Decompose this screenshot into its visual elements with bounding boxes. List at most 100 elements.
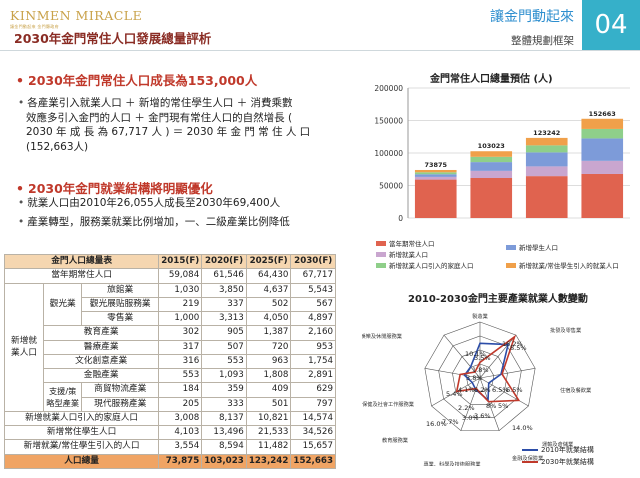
legend-label: 當年期常住人口 — [389, 240, 435, 248]
radar-value-label: 3.0% — [462, 414, 479, 422]
radar-spoke — [443, 334, 481, 379]
radar-value-label: 3.5% — [474, 354, 491, 362]
radar-value-label: 16.0% — [426, 420, 447, 428]
radar-value-label: 4.1% — [458, 386, 475, 394]
row-label: 零售業 — [81, 310, 160, 327]
section2-bullet-text: 就業人口由2010年26,055人成長至2030年69,400人 — [27, 197, 281, 209]
table-cell: 3,850 — [201, 282, 247, 298]
total-cell: 103,023 — [201, 453, 247, 469]
table-cell: 61,546 — [201, 268, 247, 284]
subgroup-label: 支援/策略型產業 — [43, 382, 83, 412]
radar-spoke — [460, 377, 481, 431]
bullet-icon: • — [18, 97, 25, 109]
logo-subtitle: 讓金門動起來 金門縣政府 — [10, 24, 59, 29]
row-label: 醫療產業 — [43, 339, 160, 355]
radar-value-label: 6.2% — [474, 386, 491, 394]
table-cell: 337 — [201, 296, 247, 313]
radar-legend-item: 2010年就業結構 — [522, 445, 594, 455]
table-cell: 501 — [245, 396, 292, 412]
table-header-cell: 2020(F) — [201, 253, 247, 270]
bar-total-label: 73875 — [424, 161, 447, 169]
radar-value-label: 8.5% — [510, 344, 527, 352]
bullet-icon: • — [16, 73, 24, 88]
y-tick-label: 0 — [398, 214, 403, 223]
table-cell: 21,533 — [245, 424, 292, 441]
table-cell: 184 — [158, 382, 203, 398]
bar-segment — [525, 176, 568, 218]
table-cell: 507 — [201, 339, 247, 355]
table-cell: 15,657 — [290, 439, 336, 455]
bar-chart: 0 50000 100000 150000 200000 73875 103023 12324… — [374, 84, 630, 223]
table-cell: 302 — [158, 325, 203, 341]
table-cell: 5,543 — [290, 282, 336, 298]
section1-heading: • 2030年金門常住人口成長為153,000人 — [16, 70, 257, 89]
table-cell: 1,000 — [158, 310, 203, 327]
table-cell: 1,387 — [245, 325, 292, 341]
legend-line — [522, 461, 538, 463]
table-cell: 333 — [201, 396, 247, 412]
table-cell: 3,554 — [158, 439, 203, 455]
table-cell: 502 — [245, 296, 292, 313]
table-cell: 3,008 — [158, 410, 203, 427]
radar-value-label: 5% — [498, 402, 508, 410]
radar-value-label: 10.1% — [465, 350, 486, 358]
table-row: 金融產業 553 1,093 1,808 2,891 — [5, 367, 336, 384]
bar-segment — [470, 170, 513, 178]
legend-item: 新增就業人口 — [376, 249, 428, 259]
table-cell: 2,891 — [290, 367, 336, 384]
radar-value-label: 3.8% — [466, 374, 483, 382]
row-label: 商貿物流產業 — [81, 382, 160, 398]
table-cell: 963 — [245, 353, 292, 370]
legend-label: 2010年就業結構 — [541, 446, 594, 454]
row-label: 文化創意產業 — [43, 353, 160, 370]
section2-body: • 就業人口由2010年26,055人成長至2030年69,400人 • 產業轉型，… — [18, 196, 348, 229]
bar-segment — [414, 174, 457, 177]
row-label: 現代服務產業 — [81, 396, 160, 412]
brand-logo: KINMEN MIRACLE 讓金門動起來 金門縣政府 — [10, 8, 142, 30]
radar-legend-item: 2030年就業結構 — [522, 457, 594, 467]
table-header-cell: 2025(F) — [245, 253, 292, 270]
legend-label: 2030年就業結構 — [541, 458, 594, 466]
radar-axis-label: 教育服務業 — [382, 436, 408, 444]
table-cell: 14,574 — [290, 410, 336, 427]
table-cell: 317 — [158, 339, 203, 355]
table-row: 新增就業人口 觀光業 旅館業 1,030 3,850 4,637 5,543 — [3, 282, 336, 412]
radar-value-label: 1.8% — [472, 366, 489, 374]
table-row: 支援/策略型產業 商貿物流產業 184 359 409 629 — [5, 382, 336, 412]
row-label: 新增常住學生人口 — [3, 424, 160, 441]
row-label: 旅館業 — [81, 282, 160, 298]
table-cell: 720 — [245, 339, 292, 355]
table-row: 新增常住學生人口 4,103 13,496 21,533 34,526 — [3, 424, 336, 441]
bar-total-label: 123242 — [533, 129, 560, 137]
legend-item: 當年期常住人口 — [376, 238, 435, 248]
legend-swatch — [376, 240, 386, 246]
table-cell: 553 — [201, 353, 247, 370]
row-label: 觀光展贴服務業 — [81, 296, 160, 313]
bar-segment — [470, 162, 513, 171]
radar-value-label: 6.5% — [492, 386, 509, 394]
legend-item: 新增學生人口 — [506, 242, 558, 252]
table-cell: 1,093 — [201, 367, 247, 384]
legend-label: 新增就業人口 — [389, 251, 428, 259]
bar-segment — [525, 137, 568, 146]
radar-spoke — [424, 367, 481, 379]
table-cell: 953 — [290, 339, 336, 355]
table-cell: 34,526 — [290, 424, 336, 441]
section-subtitle: 整體規劃框架 — [511, 35, 574, 47]
bar-segment — [581, 128, 624, 139]
total-cell: 123,242 — [245, 453, 292, 469]
radar-axis-label: 醫療保健及社會工作服務業 — [362, 400, 414, 408]
bar-segment — [525, 145, 568, 153]
row-label: 金融產業 — [43, 367, 160, 384]
table-cell: 1,808 — [245, 367, 292, 384]
table-cell: 59,084 — [158, 268, 203, 284]
section1-line: • 各產業引入就業人口 ＋ 新增的常住學生人口 ＋ 消費乘數 — [18, 96, 338, 111]
bar-segment — [414, 176, 457, 180]
radar-value-label: 14.0% — [512, 424, 533, 432]
row-label: 新增就業/常住學生引入的人口 — [3, 439, 160, 455]
page-title: 2030年金門常住人口發展總量評析 — [14, 31, 212, 46]
table-cell: 4,050 — [245, 310, 292, 327]
table-cell: 4,103 — [158, 424, 203, 441]
y-tick-label: 50000 — [379, 182, 403, 191]
